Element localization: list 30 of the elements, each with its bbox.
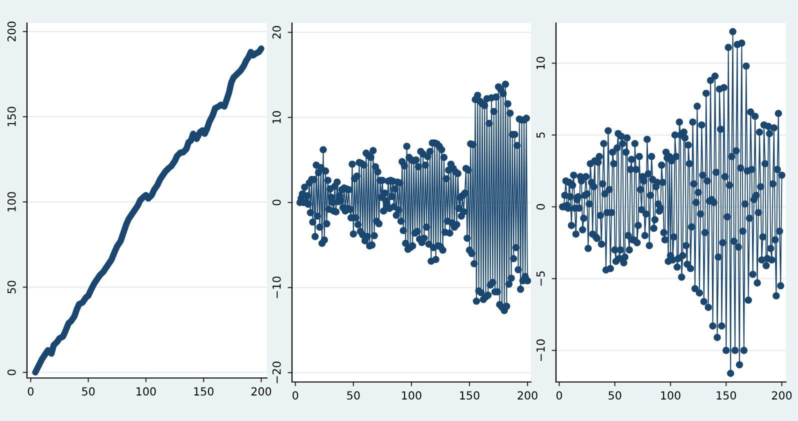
y-tick-label: −10 (536, 339, 545, 361)
y-tick-label: 200 (7, 22, 16, 42)
y-tick-label: 0 (536, 204, 545, 210)
x-tick-label: 0 (556, 391, 562, 400)
y-tick-label: −10 (272, 276, 281, 298)
y-tick-label: 100 (7, 192, 16, 212)
x-tick-label: 150 (460, 391, 480, 400)
x-tick-label: 200 (518, 391, 538, 400)
x-tick-label: 50 (82, 387, 95, 396)
y-tick-label: 50 (7, 280, 16, 294)
y-tick-label: 0 (7, 370, 16, 376)
x-tick-label: 100 (136, 387, 156, 396)
y-tick-label: 5 (536, 132, 545, 138)
y-tick-label: 10 (272, 111, 281, 124)
y-tick-label: 20 (272, 26, 281, 39)
x-tick-label: 0 (292, 391, 298, 400)
x-tick-label: 50 (347, 391, 360, 400)
y-tick-label: −5 (536, 271, 545, 286)
x-tick-label: 150 (194, 387, 214, 396)
x-tick-label: 100 (402, 391, 422, 400)
y-tick-label: 0 (272, 200, 281, 206)
x-tick-label: 0 (28, 387, 34, 396)
y-tick-label: −20 (272, 362, 281, 384)
x-tick-label: 100 (661, 391, 680, 400)
x-tick-label: 200 (251, 387, 272, 396)
y-tick-label: 10 (536, 56, 545, 70)
x-tick-label: 50 (608, 391, 622, 400)
y-tick-label: 150 (7, 106, 16, 126)
x-tick-label: 150 (716, 391, 736, 400)
x-tick-label: 200 (772, 391, 792, 400)
